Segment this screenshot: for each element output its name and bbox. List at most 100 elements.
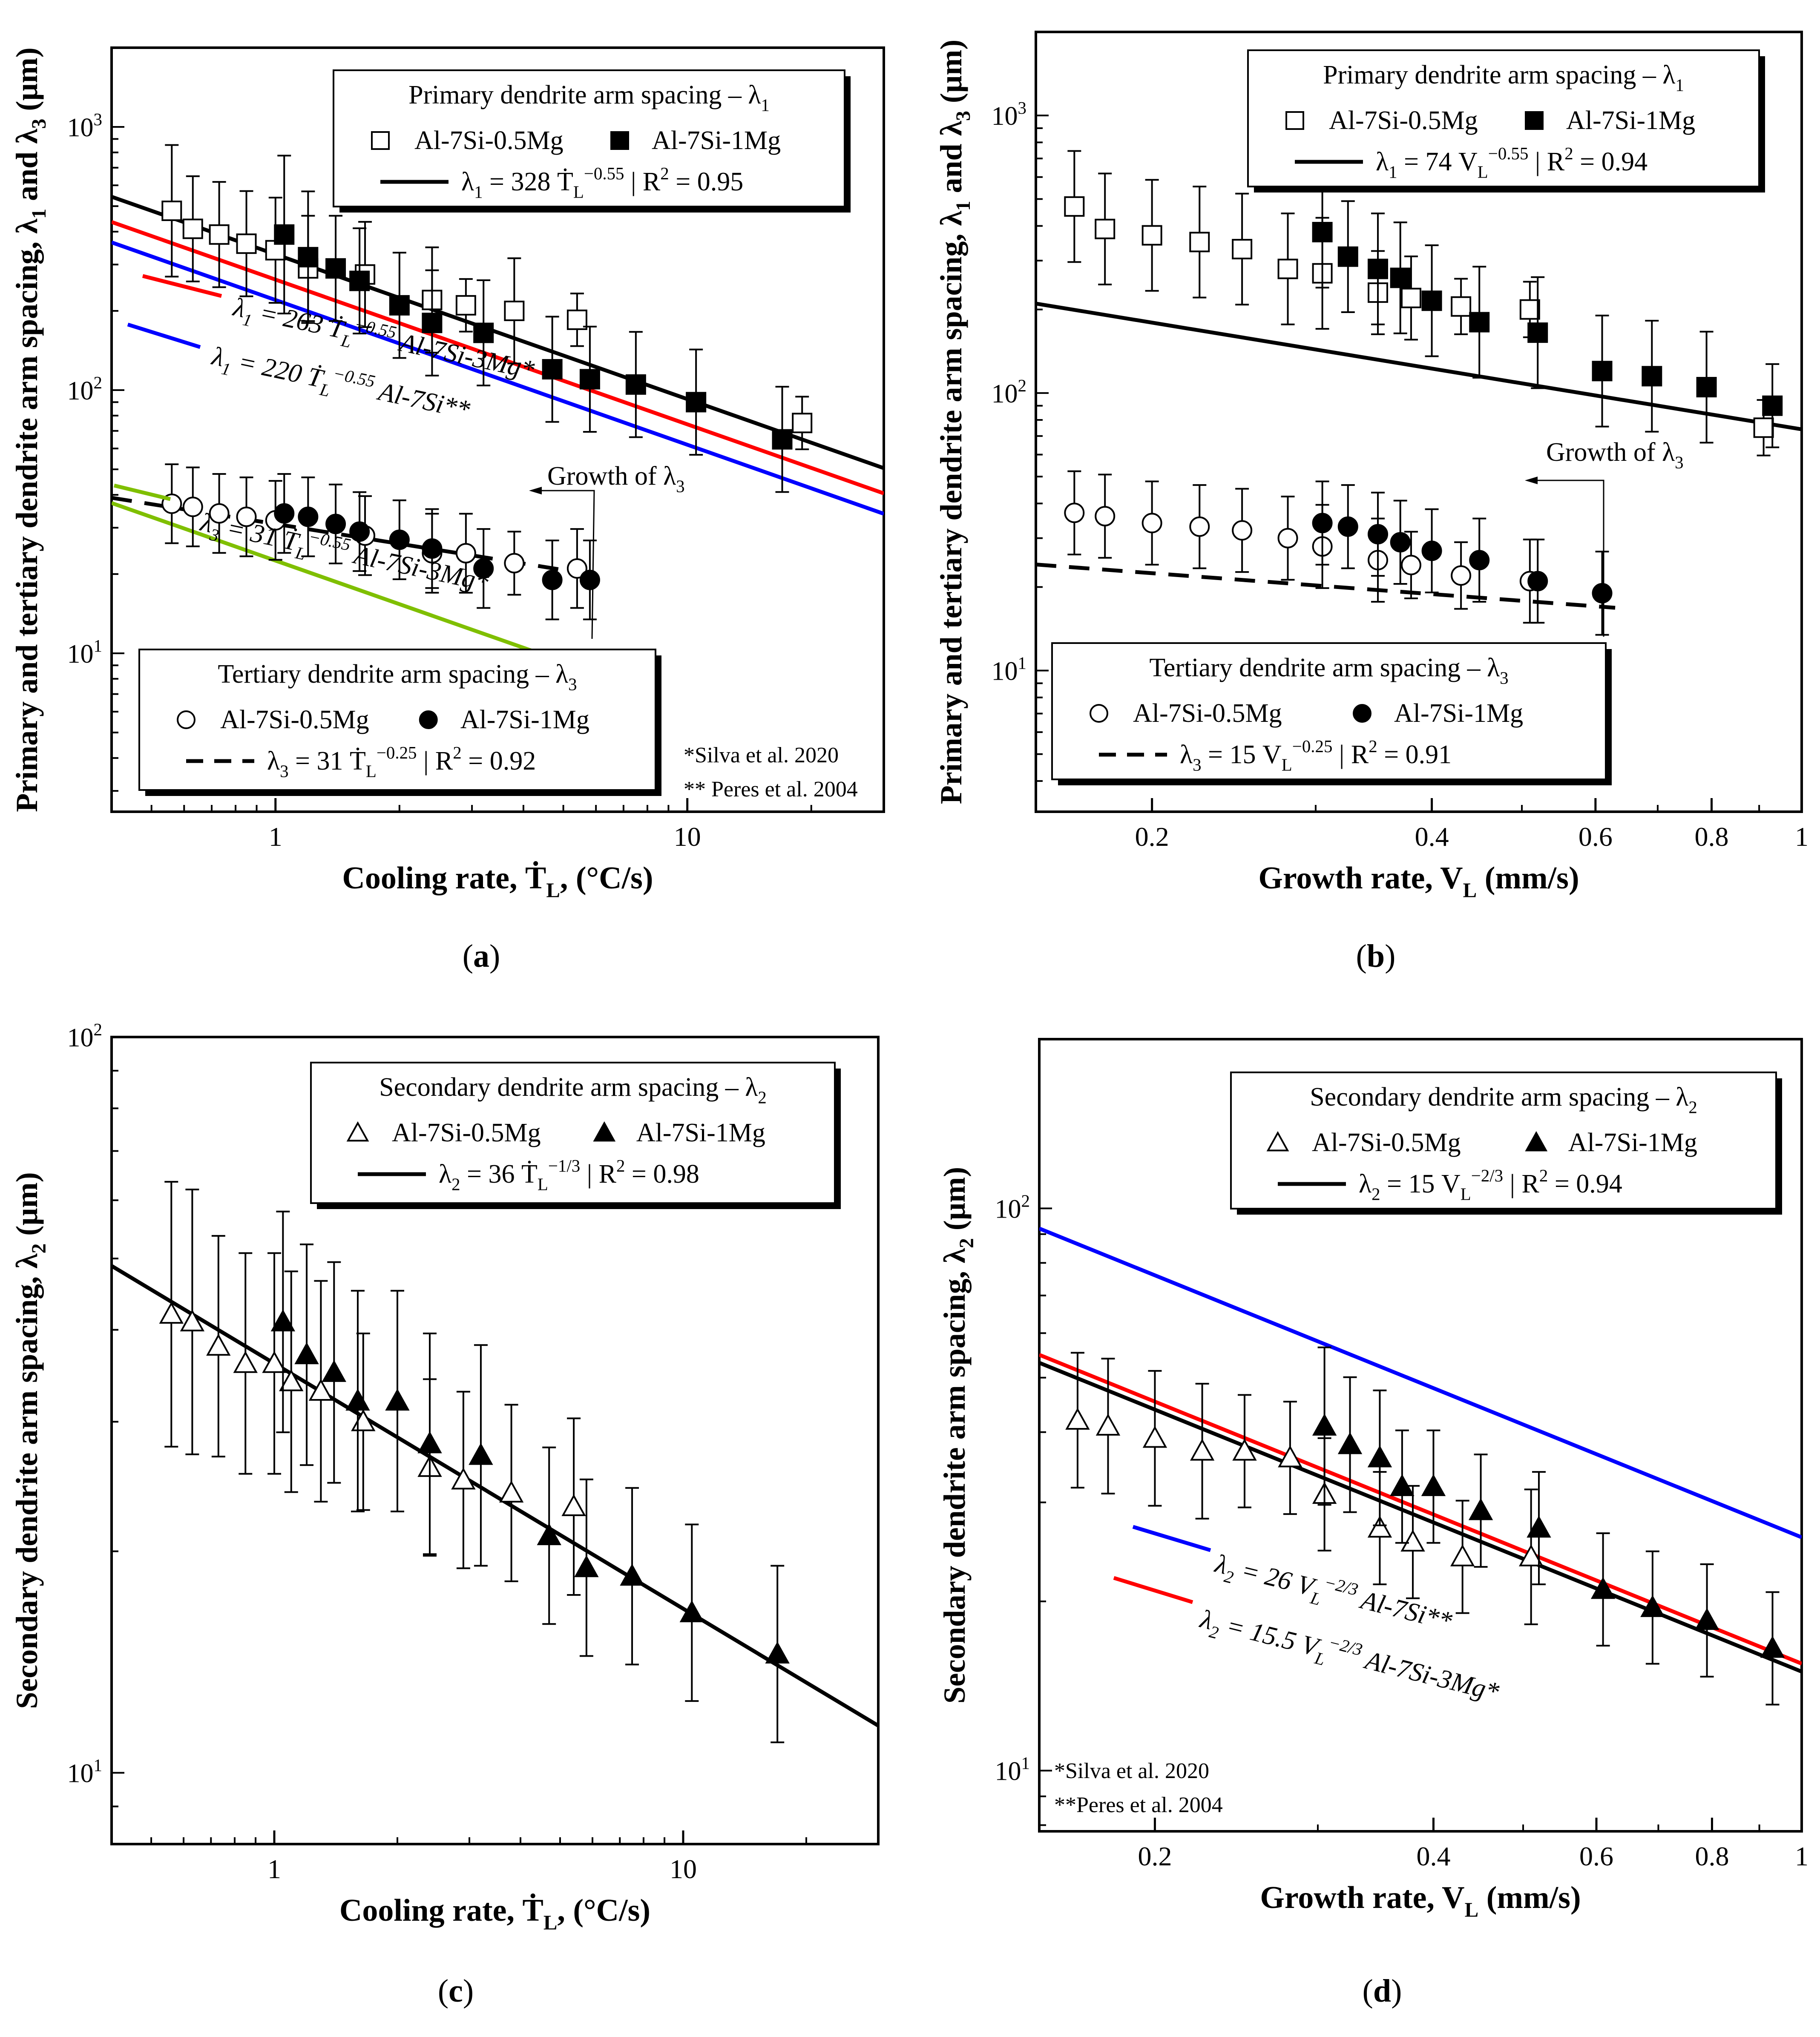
data-point [1142, 1425, 1167, 1448]
data-point [1277, 259, 1298, 279]
data-point [1518, 1544, 1544, 1566]
data-point [1367, 1515, 1392, 1538]
data-point [1451, 296, 1472, 317]
data-point [1468, 1498, 1493, 1520]
panel-c: 1 10 101 102 Cooling rate, ṪL, (°C/s) Seconda… [10, 1020, 880, 2009]
legend-label: Al-7Si-0.5Mg [392, 1118, 541, 1147]
data-point [1640, 1595, 1665, 1617]
panel-a: 1 10 101 102 103 Cooling rate, ṪL, (°C/s) Prim… [10, 46, 885, 974]
data-point [1400, 1529, 1425, 1552]
data-point [422, 538, 443, 559]
legend: Secondary dendrite arm spacing – λ2 Al-7S… [310, 1062, 841, 1209]
data-point [625, 374, 646, 395]
data-point [371, 131, 390, 150]
arrow-head [1525, 477, 1538, 484]
legend: Tertiary dendrite arm spacing – λ3 Al-7Si… [138, 649, 661, 796]
data-point [792, 413, 813, 434]
panel-label: (a) [463, 938, 500, 974]
legend-box [333, 69, 845, 207]
annotation-line [1113, 1576, 1193, 1604]
y-tick-label: 103 [67, 110, 102, 142]
legend-fit-equation: λ1 = 328 ṪL−0.55 | R2 = 0.95 [461, 164, 743, 201]
y-tick-label: 101 [67, 1756, 102, 1788]
data-point [1285, 111, 1304, 130]
data-point [1400, 555, 1421, 575]
data-point [1421, 1474, 1446, 1496]
data-point [159, 1301, 184, 1324]
data-point [504, 300, 525, 321]
x-axis-label: Cooling rate, ṪL, (°C/s) [339, 1893, 650, 1934]
data-point [579, 569, 600, 590]
reference-note: *Silva et al. 2020 [684, 743, 839, 767]
legend-fit-equation: λ3 = 15 VL−0.25 | R2 = 0.91 [1180, 737, 1452, 774]
data-point [1141, 225, 1162, 246]
data-point [161, 201, 182, 221]
data-point [236, 506, 257, 527]
growth-label: Growth of λ3 [1546, 438, 1684, 472]
data-point [236, 233, 257, 254]
data-point [1390, 532, 1411, 553]
data-point [180, 1309, 205, 1332]
y-tick-label: 102 [67, 373, 102, 405]
data-point [1469, 550, 1490, 571]
legend-fit-equation: λ3 = 31 ṪL−0.25 | R2 = 0.92 [267, 743, 536, 781]
x-tick-label: 0.6 [1578, 822, 1613, 852]
plot-frame [1035, 31, 1803, 813]
series-line [1036, 563, 1616, 610]
x-tick-label: 0.2 [1138, 1841, 1172, 1871]
data-point [1753, 417, 1774, 438]
data-point [593, 1121, 616, 1142]
series-line [1039, 1227, 1802, 1539]
data-point [298, 247, 319, 267]
data-points [1064, 150, 1783, 636]
data-point [537, 1523, 561, 1546]
data-point [1525, 111, 1544, 130]
x-tick-label: 0.6 [1579, 1841, 1613, 1871]
data-point [389, 529, 410, 550]
fit-lines [1039, 1227, 1802, 1674]
data-point [1592, 361, 1613, 382]
plot-frame [110, 46, 885, 813]
panel-label: (c) [438, 1973, 474, 2009]
data-point [308, 1379, 334, 1401]
y-tick-label: 101 [995, 1754, 1030, 1786]
x-tick-label: 1 [1795, 1841, 1808, 1871]
data-point [1312, 222, 1333, 243]
data-point [1527, 571, 1548, 592]
data-point [325, 514, 346, 534]
legend-title: Secondary dendrite arm spacing – λ2 [379, 1073, 767, 1107]
arrow-head [529, 487, 542, 494]
y-axis-label: Secondary dendrite arm spacing, λ2 (µm) [937, 1167, 978, 1704]
data-point [1390, 1474, 1415, 1496]
legend-fit-equation: λ1 = 74 VL−0.55 | R2 = 0.94 [1376, 144, 1647, 181]
data-point [422, 313, 443, 333]
legend-box [1230, 1072, 1777, 1210]
data-point [349, 270, 370, 291]
data-point [574, 1555, 599, 1577]
data-point [233, 1351, 258, 1373]
data-point [1367, 1445, 1392, 1468]
series-line [112, 1264, 878, 1727]
data-point [1337, 516, 1358, 537]
fit-lines [1036, 302, 1802, 610]
data-point [679, 1600, 704, 1623]
data-point [566, 558, 587, 579]
growth-arrow [538, 490, 595, 639]
annotation-line [113, 483, 171, 501]
legend-title: Primary dendrite arm spacing – λ1 [408, 80, 770, 115]
data-point [279, 1369, 304, 1391]
data-point [561, 1494, 586, 1516]
data-point [1590, 1577, 1616, 1599]
data-point [209, 503, 230, 524]
data-point [686, 392, 707, 413]
panel-label: (b) [1356, 938, 1396, 974]
data-point [1527, 1515, 1551, 1538]
x-axis-label: Growth rate, VL (mm/s) [1258, 861, 1579, 902]
x-tick-label: 0.4 [1415, 822, 1449, 852]
data-point [298, 506, 319, 527]
data-point [1095, 1414, 1121, 1436]
annotation-line [142, 274, 222, 298]
plot-frame [110, 1036, 880, 1845]
data-point [469, 1442, 493, 1465]
data-point [1451, 565, 1472, 586]
